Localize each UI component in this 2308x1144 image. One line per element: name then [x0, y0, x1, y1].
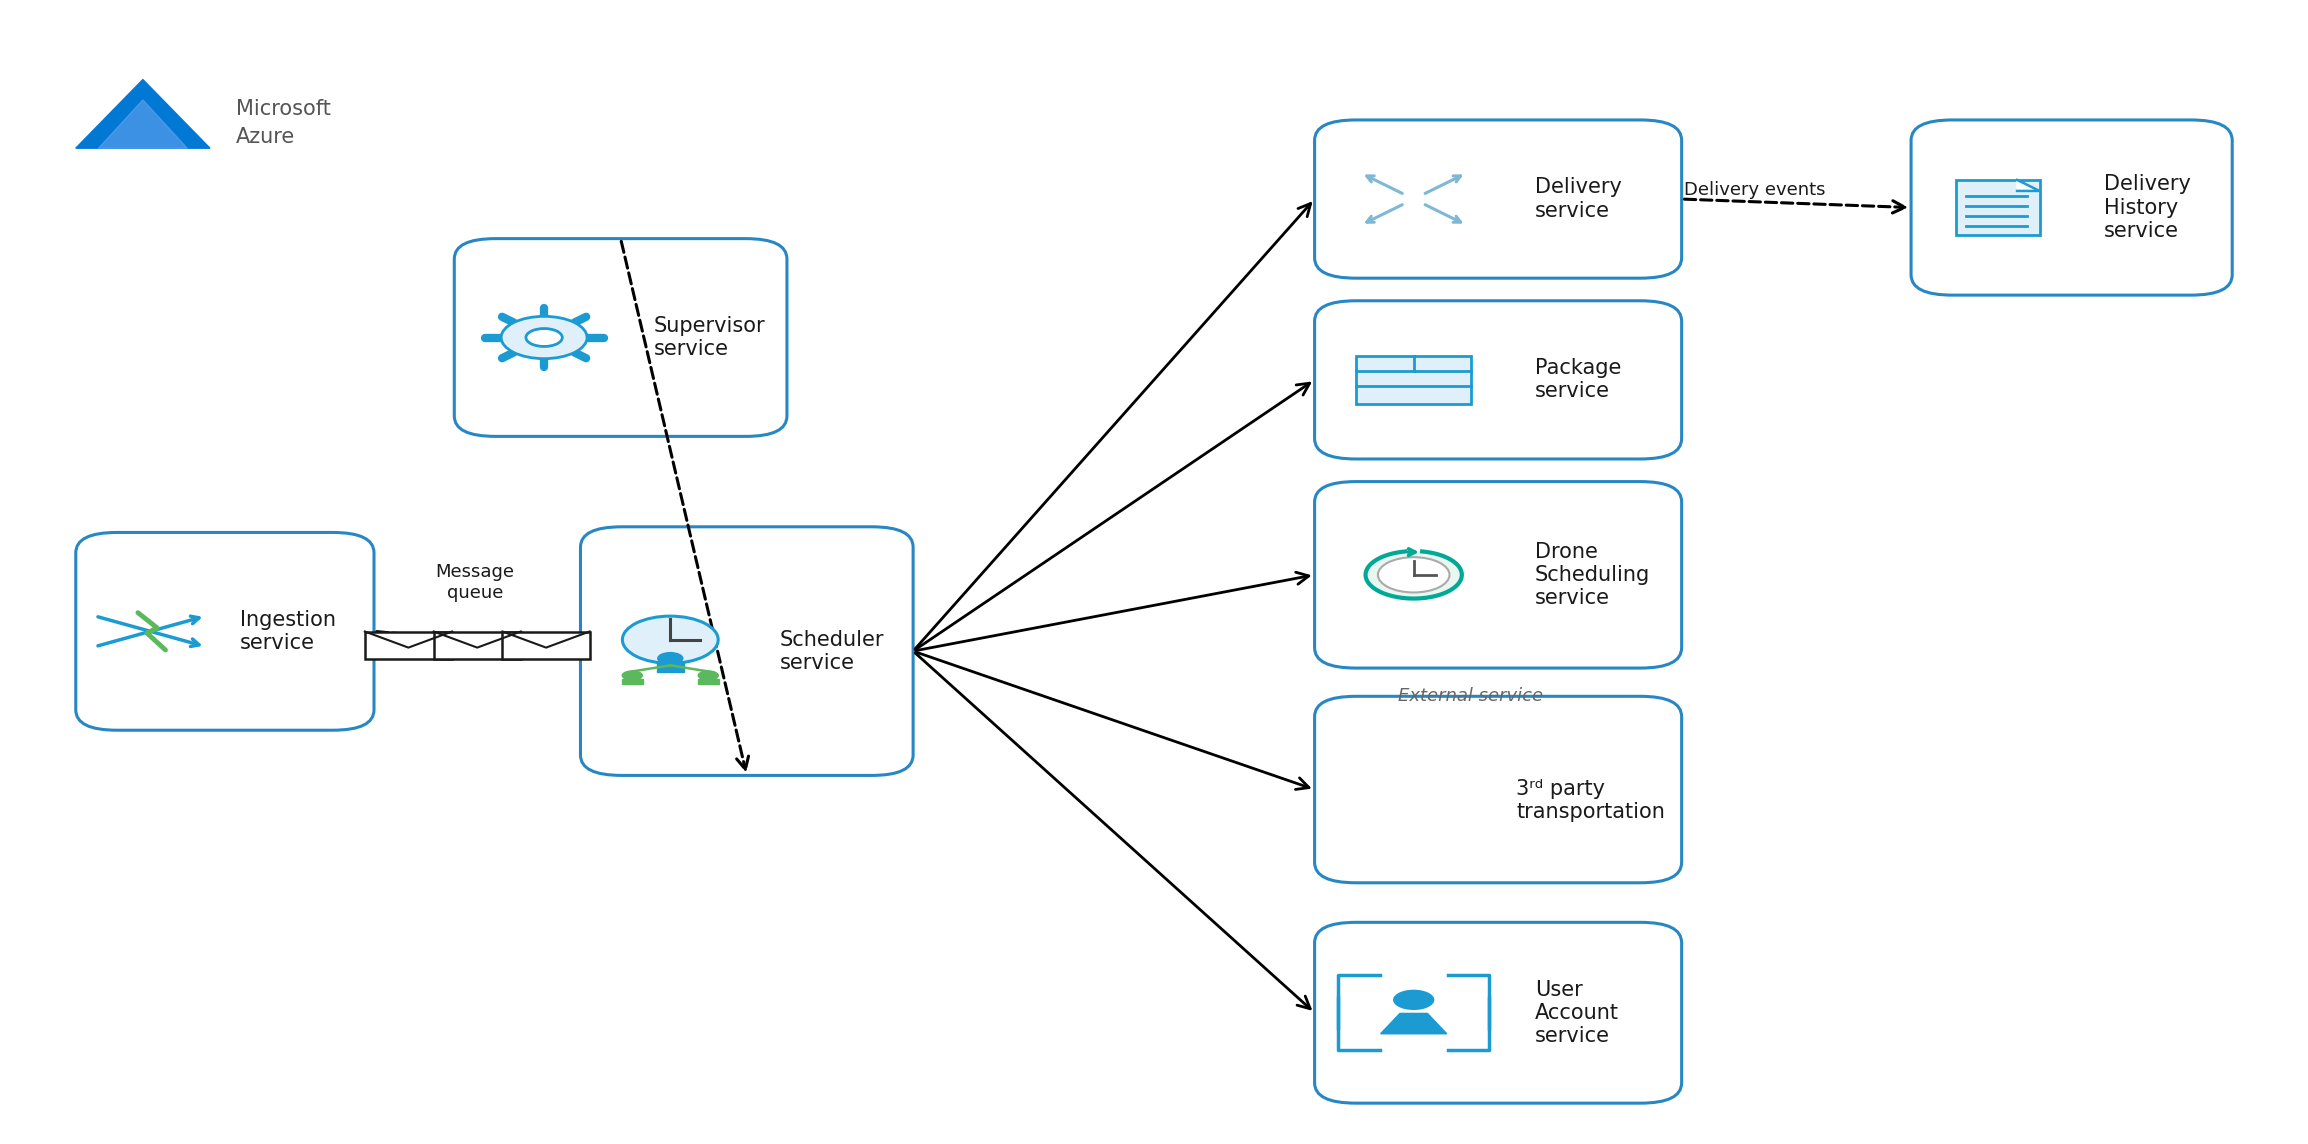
Text: Azure: Azure — [235, 127, 295, 148]
Text: User
Account
service: User Account service — [1535, 979, 1618, 1046]
Polygon shape — [658, 662, 683, 673]
Bar — [434, 631, 522, 659]
FancyBboxPatch shape — [1316, 482, 1683, 668]
Circle shape — [1364, 550, 1463, 599]
Circle shape — [658, 652, 683, 665]
Polygon shape — [697, 678, 720, 684]
FancyBboxPatch shape — [455, 239, 787, 436]
Circle shape — [697, 670, 720, 681]
Polygon shape — [99, 100, 187, 149]
FancyBboxPatch shape — [1316, 697, 1683, 883]
Text: Microsoft: Microsoft — [235, 98, 330, 119]
FancyBboxPatch shape — [1357, 356, 1470, 404]
Text: Drone
Scheduling
service: Drone Scheduling service — [1535, 541, 1650, 607]
Circle shape — [621, 670, 644, 681]
Text: External service: External service — [1399, 688, 1544, 705]
Circle shape — [1378, 557, 1449, 593]
Bar — [503, 631, 589, 659]
Text: Package
service: Package service — [1535, 358, 1620, 402]
Text: Scheduler
service: Scheduler service — [780, 629, 884, 673]
Circle shape — [501, 317, 586, 359]
Text: Delivery
service: Delivery service — [1535, 177, 1623, 221]
FancyBboxPatch shape — [1955, 180, 2040, 236]
Circle shape — [623, 617, 718, 664]
Polygon shape — [2017, 180, 2040, 191]
Polygon shape — [1380, 1014, 1447, 1034]
FancyBboxPatch shape — [1316, 120, 1683, 278]
Polygon shape — [621, 678, 644, 684]
Bar — [365, 631, 452, 659]
FancyBboxPatch shape — [1316, 922, 1683, 1103]
Text: Supervisor
service: Supervisor service — [653, 316, 766, 359]
Circle shape — [526, 328, 563, 347]
FancyBboxPatch shape — [582, 526, 914, 776]
Text: Ingestion
service: Ingestion service — [240, 610, 335, 653]
Circle shape — [1394, 990, 1433, 1010]
Text: Message
queue: Message queue — [436, 563, 515, 602]
Text: 3ʳᵈ party
transportation: 3ʳᵈ party transportation — [1516, 779, 1666, 823]
FancyBboxPatch shape — [1911, 120, 2232, 295]
Polygon shape — [76, 80, 210, 149]
Text: Delivery events: Delivery events — [1685, 181, 1826, 199]
Text: Delivery
History
service: Delivery History service — [2105, 174, 2190, 240]
FancyBboxPatch shape — [76, 532, 374, 730]
FancyBboxPatch shape — [1316, 301, 1683, 459]
